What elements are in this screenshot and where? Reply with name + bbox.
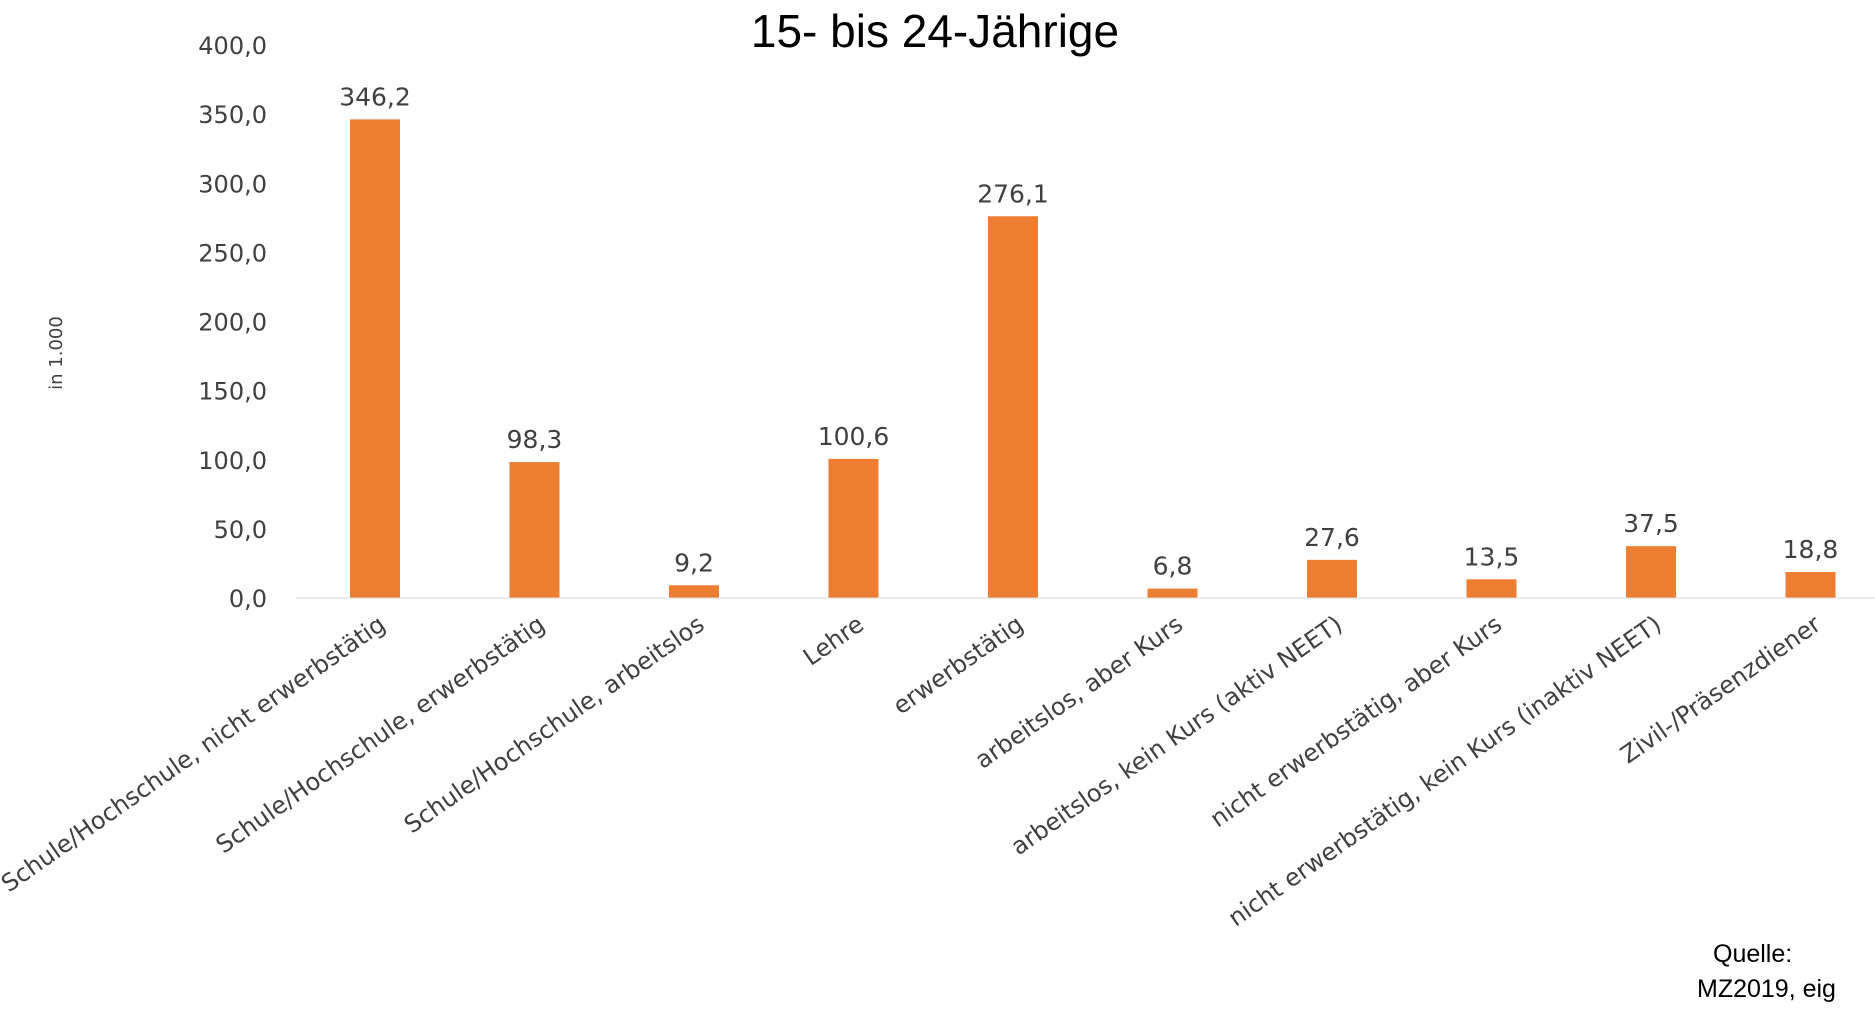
bar [509,462,560,598]
y-tick-label: 300,0 [198,170,267,198]
x-tick-label: nicht erwerbstätig, aber Kurs [1205,610,1507,833]
data-labels: 346,2 98,3 9,2 100,6 276,1 6,8 27,6 13,5 37,5 18,… [339,82,1838,580]
y-axis-ticks: 0,0 50,0 100,0 150,0 200,0 250,0 300,0 350,0 400… [198,32,267,613]
source-text: MZ2019, eig [1697,975,1836,1003]
chart-title: 15- bis 24-Jährige [751,5,1119,57]
data-label: 27,6 [1304,523,1360,552]
y-axis-label: in 1.000 [46,316,67,390]
data-label: 6,8 [1153,552,1193,581]
bar [1626,546,1676,598]
x-tick-label: Lehre [798,610,869,671]
bar [988,216,1038,598]
bar [669,585,719,598]
y-tick-label: 150,0 [198,378,267,406]
bar [350,119,400,598]
data-label: 98,3 [507,425,563,454]
source-label: Quelle: [1713,940,1792,968]
data-label: 18,8 [1783,535,1839,564]
bar [1785,572,1836,598]
x-tick-label: arbeitslos, kein Kurs (aktiv NEET) [1006,610,1348,861]
y-tick-label: 400,0 [198,32,267,60]
data-label: 100,6 [818,422,890,451]
x-tick-label: Schule/Hochschule, erwerbstätig [211,610,550,859]
data-label: 37,5 [1623,509,1679,538]
bar [1466,579,1517,598]
y-tick-label: 200,0 [198,309,267,337]
data-label: 346,2 [339,82,411,111]
y-tick-label: 50,0 [214,516,267,544]
data-label: 9,2 [674,548,714,577]
bar [828,458,879,598]
data-label: 276,1 [977,179,1049,208]
y-tick-label: 350,0 [198,101,267,129]
y-tick-label: 100,0 [198,447,267,475]
x-axis-ticks: Schule/Hochschule, nicht erwerbstätigSch… [0,610,1826,932]
data-label: 13,5 [1464,542,1520,571]
bar [1147,588,1198,598]
y-tick-label: 250,0 [198,239,267,267]
y-tick-label: 0,0 [229,585,267,613]
bars [350,119,1836,598]
x-tick-label: Schule/Hochschule, arbeitslos [399,610,709,839]
x-tick-label: erwerbstätig [888,610,1029,720]
bar [1307,559,1357,598]
